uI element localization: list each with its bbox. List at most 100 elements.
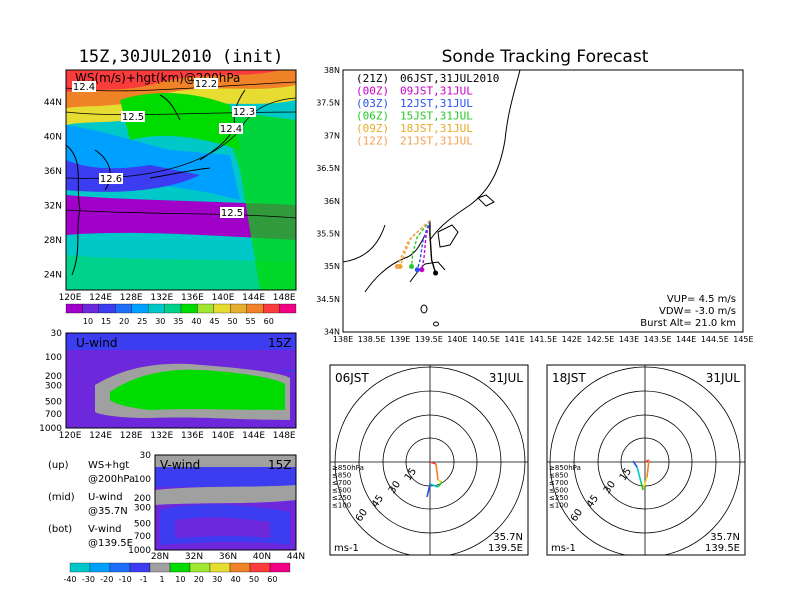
colorbar-label: 10 bbox=[175, 575, 185, 584]
lon-tick-label: 145E bbox=[733, 335, 753, 344]
lon-tick-label: 124E bbox=[89, 431, 112, 441]
contour-labels: 12.4 12.2 12.3 12.5 12.4 12.6 12.5 bbox=[72, 78, 256, 219]
u-wind-time: 15Z bbox=[268, 336, 292, 350]
track-endpoint-3 bbox=[409, 264, 415, 269]
lon-tick-label: 144.5E bbox=[701, 335, 729, 344]
contour-label-bg bbox=[194, 78, 218, 89]
hodograph-legend-item: ≤700 bbox=[332, 479, 351, 487]
ws-map-frame bbox=[65, 69, 297, 291]
colorbar-label: 10 bbox=[83, 317, 93, 326]
colorbar-swatch bbox=[213, 303, 231, 314]
hodograph-trace-segment bbox=[435, 463, 439, 481]
lat-tick-label: 28N bbox=[44, 236, 62, 246]
hodograph-lat: 35.7N bbox=[710, 532, 740, 543]
colorbar-swatch bbox=[82, 303, 100, 314]
hodograph-frame bbox=[329, 364, 529, 556]
hodograph-legend-item: ≤850 bbox=[549, 472, 568, 480]
lon-tick-label: 138E bbox=[333, 335, 353, 344]
colorbar-swatch bbox=[164, 303, 182, 314]
lat-tick-label: 40N bbox=[253, 552, 271, 562]
hodograph-legend-item: ≤250 bbox=[549, 494, 568, 502]
track-endpoint-1 bbox=[419, 267, 425, 273]
colorbar-swatch bbox=[131, 303, 149, 314]
pressure-tick-label: 1000 bbox=[128, 546, 151, 556]
hodograph-trace-segment bbox=[642, 476, 648, 491]
pressure-tick-label: 200 bbox=[45, 372, 62, 382]
legend-label: 09JST,31JUL bbox=[400, 85, 473, 98]
hodograph-time: 18JST bbox=[552, 371, 586, 385]
legend-label: 15JST,31JUL bbox=[400, 110, 473, 123]
lon-tick-label: 139.5E bbox=[415, 335, 443, 344]
colorbar-label: 55 bbox=[246, 317, 256, 326]
colorbar-swatch bbox=[65, 303, 83, 314]
lon-tick-label: 142.5E bbox=[586, 335, 614, 344]
pressure-tick-label: 300 bbox=[134, 503, 151, 513]
pressure-tick-label: 30 bbox=[51, 329, 63, 339]
hodograph-legend-item: ≤100 bbox=[549, 502, 568, 510]
colorbar-swatch bbox=[209, 562, 231, 573]
colorbar-swatch bbox=[98, 303, 116, 314]
lon-tick-label: 140E bbox=[447, 335, 467, 344]
lat-tick-label: 32N bbox=[44, 202, 62, 212]
pressure-tick-label: 100 bbox=[134, 475, 151, 485]
ws-lon-ticks: 120E 124E 128E 132E 136E 140E 144E 148E bbox=[59, 293, 296, 303]
lat-tick-label: 38N bbox=[324, 66, 340, 75]
colorbar-label: 30 bbox=[212, 575, 222, 584]
note-key: (up) bbox=[48, 460, 69, 471]
contour-label: 12.2 bbox=[195, 79, 217, 90]
contour-label-bg bbox=[121, 111, 145, 122]
lon-tick-label: 138.5E bbox=[358, 335, 386, 344]
hodograph-frame bbox=[546, 364, 746, 556]
hodograph-lon: 139.5E bbox=[705, 543, 740, 554]
lon-tick-label: 141E bbox=[504, 335, 524, 344]
colorbar-swatch bbox=[180, 303, 198, 314]
hodograph-18jst: 18JST 31JUL35.7N139.5Ems-115304560≥850hPa… bbox=[546, 364, 746, 556]
contour-label-bg bbox=[232, 106, 256, 117]
lat-tick-label: 40N bbox=[44, 133, 62, 143]
colorbar-label: 45 bbox=[209, 317, 219, 326]
lon-tick-label: 136E bbox=[181, 293, 204, 303]
colorbar-swatch bbox=[189, 562, 211, 573]
colorbar-swatch bbox=[69, 562, 91, 573]
colorbar-label: 25 bbox=[137, 317, 147, 326]
colorbar-swatch bbox=[109, 562, 131, 573]
main-title: 15Z,30JUL2010 (init) bbox=[79, 47, 284, 67]
lon-tick-label: 148E bbox=[273, 431, 296, 441]
lat-tick-label: 28N bbox=[151, 552, 169, 562]
hodograph-trace-segment bbox=[437, 481, 443, 488]
lat-tick-label: 34N bbox=[324, 328, 340, 337]
hodograph-legend-item: ≤100 bbox=[332, 502, 351, 510]
lon-tick-label: 132E bbox=[150, 293, 173, 303]
colorbar-swatch bbox=[269, 562, 291, 573]
contour-label: 12.4 bbox=[220, 124, 242, 135]
contour-label: 12.4 bbox=[73, 82, 95, 93]
colorbar-label: 40 bbox=[191, 317, 201, 326]
lon-tick-label: 132E bbox=[150, 431, 173, 441]
legend-code: (00Z) bbox=[356, 85, 389, 98]
colorbar-swatch bbox=[115, 303, 132, 314]
lon-tick-label: 140E bbox=[212, 431, 235, 441]
lon-tick-label: 144E bbox=[242, 293, 265, 303]
colorbar-label: 20 bbox=[119, 317, 129, 326]
lon-tick-label: 141.5E bbox=[529, 335, 557, 344]
colorbar-label: -20 bbox=[100, 575, 113, 584]
track-line-1 bbox=[421, 220, 431, 270]
lat-tick-label: 24N bbox=[44, 271, 62, 281]
hodograph-trace-segment bbox=[632, 460, 638, 468]
hodograph-trace-segment bbox=[646, 459, 650, 478]
hodograph-legend-item: ≤700 bbox=[549, 479, 568, 487]
colorbar-swatch bbox=[89, 562, 111, 573]
pressure-tick-label: 500 bbox=[134, 519, 151, 529]
parameter-text: Burst Alt= 21.0 km bbox=[640, 318, 736, 329]
note-text: WS+hgt bbox=[88, 460, 129, 471]
legend-label: 06JST,31JUL2010 bbox=[400, 72, 499, 85]
track-map-frame bbox=[342, 69, 744, 333]
pressure-tick-label: 200 bbox=[134, 494, 151, 504]
track-line-3 bbox=[410, 220, 431, 267]
lon-tick-label: 148E bbox=[273, 293, 296, 303]
colorbar-swatch bbox=[149, 562, 171, 573]
track-legend: (21Z) 06JST,31JUL2010 (00Z) 09JST,31JUL (03Z… bbox=[356, 72, 499, 148]
lon-tick-label: 128E bbox=[120, 293, 143, 303]
